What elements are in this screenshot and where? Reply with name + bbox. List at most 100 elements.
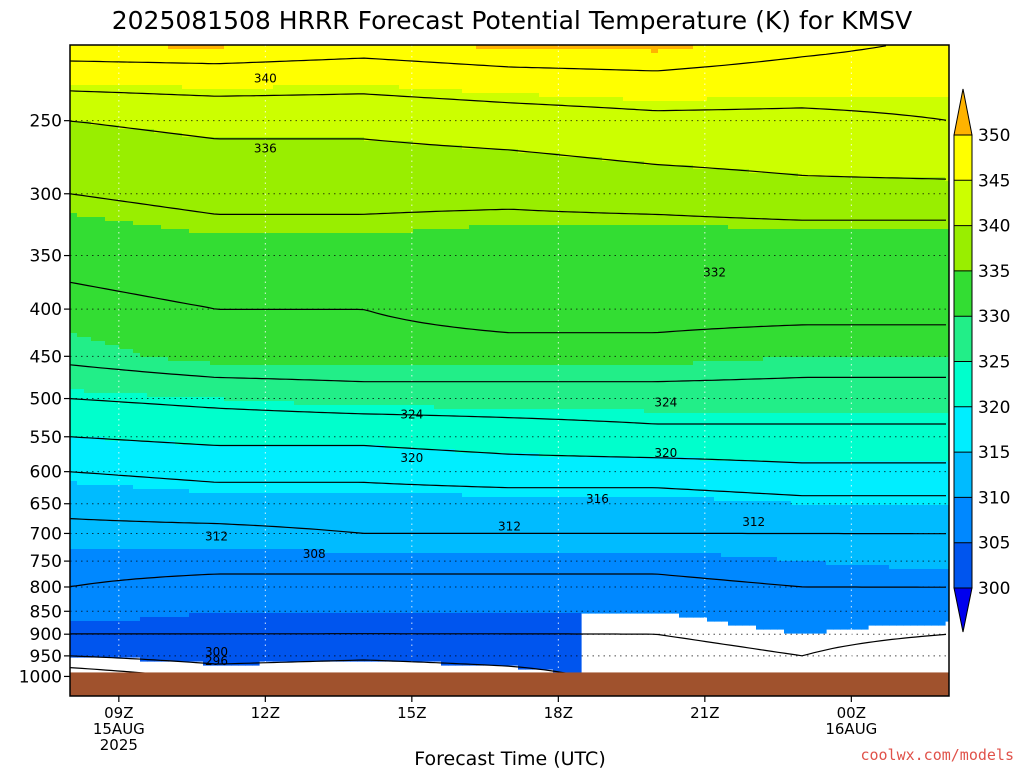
- fill-cell: [609, 409, 617, 458]
- fill-cell: [595, 49, 603, 98]
- fill-cell: [735, 501, 743, 558]
- fill-cell: [749, 361, 757, 414]
- fill-cell: [434, 493, 442, 554]
- fill-cell: [147, 397, 155, 442]
- fill-cell: [168, 549, 176, 618]
- y-tick-label: 450: [30, 347, 62, 367]
- fill-cell: [924, 505, 932, 570]
- fill-cell: [518, 153, 526, 226]
- fill-cell: [91, 125, 99, 218]
- fill-cell: [294, 493, 302, 550]
- fill-cell: [441, 145, 449, 230]
- fill-cell: [413, 613, 421, 662]
- fill-cell: [203, 445, 211, 494]
- fill-cell: [616, 553, 624, 614]
- fill-cell: [616, 45, 624, 50]
- fill-cell: [945, 97, 949, 182]
- fill-cell: [210, 89, 218, 138]
- fill-cell: [385, 405, 393, 450]
- fill-cell: [504, 365, 512, 410]
- fill-cell: [798, 413, 806, 462]
- fill-cell: [910, 413, 918, 462]
- fill-cell: [427, 493, 435, 554]
- fill-cell: [903, 413, 911, 462]
- fill-cell: [448, 449, 456, 494]
- fill-cell: [679, 457, 687, 498]
- fill-cell: [70, 45, 78, 86]
- fill-cell: [833, 461, 841, 506]
- fill-cell: [126, 621, 134, 658]
- fill-cell: [532, 409, 540, 454]
- fill-cell: [665, 457, 673, 498]
- fill-cell: [721, 557, 729, 622]
- fill-cell: [826, 461, 834, 506]
- fill-cell: [567, 457, 575, 498]
- fill-cell: [455, 553, 463, 614]
- fill-cell: [168, 85, 176, 134]
- fill-cell: [812, 177, 820, 230]
- fill-cell: [560, 157, 568, 226]
- fill-cell: [924, 461, 932, 506]
- fill-cell: [371, 85, 379, 142]
- fill-cell: [140, 489, 148, 550]
- fill-cell: [385, 449, 393, 494]
- fill-cell: [462, 45, 470, 94]
- fill-cell: [203, 397, 211, 446]
- colorbar-bin: [954, 361, 972, 408]
- fill-cell: [854, 45, 862, 98]
- fill-cell: [924, 229, 932, 358]
- fill-cell: [861, 565, 869, 630]
- fill-cell: [658, 45, 666, 50]
- fill-cell: [658, 413, 666, 458]
- fill-cell: [70, 213, 78, 334]
- fill-cell: [175, 85, 183, 134]
- fill-cell: [574, 49, 582, 98]
- fill-cell: [112, 393, 120, 442]
- fill-cell: [644, 49, 652, 102]
- fill-cell: [224, 493, 232, 550]
- fill-cell: [399, 233, 407, 366]
- fill-cell: [210, 365, 218, 398]
- fill-cell: [441, 493, 449, 554]
- fill-cell: [98, 437, 106, 486]
- fill-cell: [609, 161, 617, 226]
- fill-cell: [889, 45, 897, 98]
- fill-cell: [735, 169, 743, 230]
- fill-cell: [259, 233, 267, 366]
- fill-cell: [770, 45, 778, 98]
- fill-cell: [826, 357, 834, 414]
- fill-cell: [882, 177, 890, 230]
- colorbar-bin: [954, 497, 972, 544]
- fill-cell: [210, 49, 218, 90]
- fill-cell: [224, 445, 232, 494]
- fill-cell: [672, 413, 680, 458]
- fill-cell: [196, 137, 204, 234]
- fill-cell: [623, 101, 631, 162]
- fill-cell: [714, 413, 722, 462]
- fill-cell: [280, 549, 288, 614]
- fill-cell: [826, 229, 834, 358]
- fill-cell: [392, 613, 400, 662]
- fill-cell: [182, 361, 190, 398]
- fill-cell: [763, 461, 771, 502]
- fill-cell: [672, 497, 680, 554]
- fill-cell: [490, 409, 498, 454]
- fill-cell: [931, 461, 939, 506]
- fill-cell: [77, 121, 85, 218]
- fill-cell: [910, 97, 918, 178]
- fill-cell: [749, 413, 757, 462]
- fill-cell: [931, 505, 939, 570]
- fill-cell: [147, 225, 155, 358]
- contour-label: 296: [205, 654, 228, 668]
- fill-cell: [98, 125, 106, 218]
- fill-cell: [98, 217, 106, 342]
- fill-cell: [770, 501, 778, 558]
- fill-cell: [126, 549, 134, 622]
- fill-cell: [819, 413, 827, 462]
- fill-cell: [630, 225, 638, 366]
- fill-cell: [476, 45, 484, 50]
- fill-cell: [224, 89, 232, 138]
- fill-cell: [742, 361, 750, 414]
- fill-cell: [91, 217, 99, 342]
- fill-cell: [546, 457, 554, 498]
